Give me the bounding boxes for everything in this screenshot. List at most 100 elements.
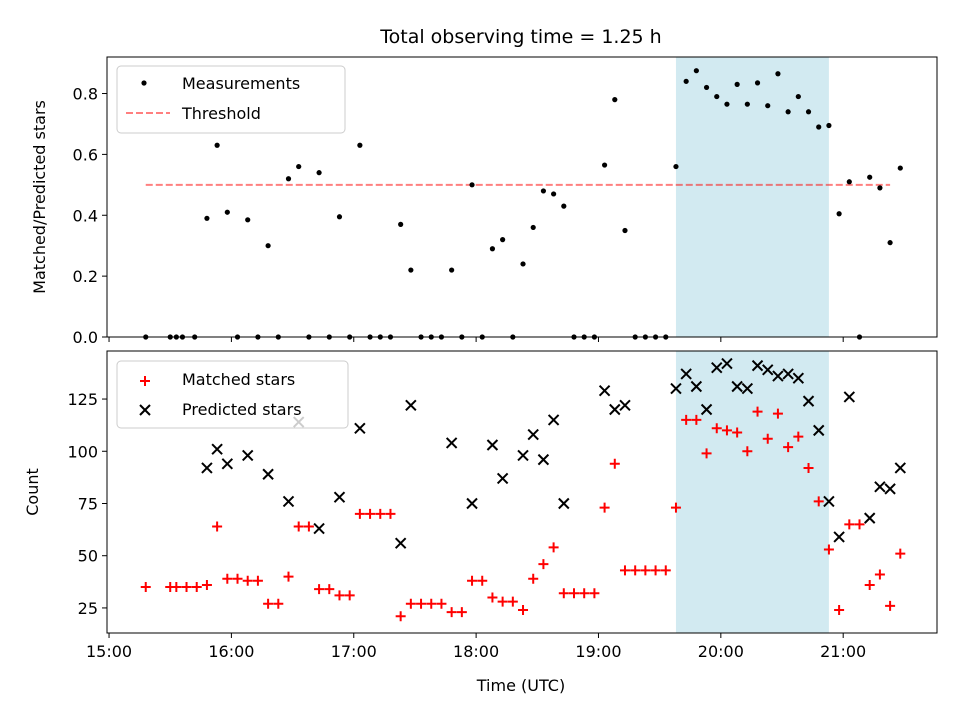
data-point (551, 191, 557, 197)
legend-matched-label: Matched stars (182, 370, 295, 389)
data-point (732, 427, 743, 438)
data-point (877, 185, 883, 191)
bottom-panel-frame (106, 350, 938, 634)
data-point (775, 71, 781, 77)
data-point (517, 449, 529, 462)
data-point (171, 582, 182, 593)
data-point (569, 588, 580, 599)
data-point (548, 542, 559, 553)
data-point (894, 462, 906, 474)
x-tick-label: 16:00 (208, 642, 254, 661)
data-point (805, 109, 812, 115)
data-point (854, 519, 865, 530)
top-panel-y-label: Matched/Predicted stars (30, 100, 49, 294)
data-point (680, 368, 692, 380)
y-tick-label: 50 (78, 547, 98, 566)
y-tick-label: 100 (67, 442, 98, 461)
data-point (874, 569, 885, 580)
data-point (436, 598, 447, 609)
data-point (714, 93, 720, 100)
data-point (449, 267, 455, 273)
data-point (864, 579, 875, 590)
top-panel-frame (106, 56, 938, 338)
data-point (895, 548, 906, 559)
data-point (467, 575, 478, 586)
data-point (693, 68, 699, 74)
data-point (212, 521, 223, 532)
x-tick-label: 15:00 (86, 642, 132, 661)
data-point (344, 590, 355, 601)
data-point (826, 122, 832, 129)
data-point (660, 565, 671, 576)
data-point (711, 423, 722, 434)
data-point (619, 565, 630, 576)
data-point (640, 565, 651, 576)
data-point (579, 588, 590, 599)
data-point (426, 598, 437, 609)
data-point (357, 142, 363, 148)
legend-measurements-label: Measurements (182, 74, 300, 93)
x-tick-label: 17:00 (331, 642, 377, 661)
y-tick-label: 0.2 (73, 267, 98, 286)
data-point (466, 497, 478, 510)
predicted-stars-series (201, 357, 906, 549)
data-point (744, 101, 750, 107)
data-point (285, 176, 292, 182)
data-point (333, 491, 346, 503)
data-point (670, 382, 682, 395)
data-point (416, 598, 427, 609)
data-point (813, 424, 825, 437)
data-point (222, 573, 233, 584)
data-point (630, 565, 641, 576)
data-point (834, 605, 845, 616)
data-point (263, 598, 274, 609)
data-point (816, 124, 822, 130)
data-point (283, 571, 294, 582)
data-point (201, 462, 213, 474)
data-point (754, 80, 761, 86)
data-point (314, 584, 325, 595)
data-point (518, 605, 529, 616)
data-point (405, 598, 416, 609)
data-point (721, 357, 733, 370)
data-point (487, 592, 498, 603)
data-point (561, 203, 567, 209)
x-tick-label: 21:00 (820, 642, 866, 661)
data-point (316, 170, 322, 176)
data-point (354, 508, 365, 519)
data-point (762, 433, 773, 444)
data-point (772, 370, 784, 382)
x-tick-label: 20:00 (698, 642, 744, 661)
data-point (836, 211, 842, 217)
data-point (846, 179, 852, 185)
data-point (711, 362, 723, 374)
data-point (398, 221, 404, 227)
data-point (783, 442, 794, 453)
data-point (772, 408, 783, 419)
data-point (201, 579, 212, 590)
bottom-panel-y-label: Count (23, 468, 42, 516)
data-point (793, 431, 804, 442)
data-point (782, 368, 794, 380)
data-point (795, 93, 801, 100)
y-tick-label: 0.0 (73, 328, 98, 347)
data-point (803, 462, 814, 473)
data-point (293, 521, 304, 532)
data-point (528, 573, 539, 584)
data-point (622, 227, 628, 234)
measurements-series (143, 68, 903, 340)
matched-stars-series (140, 406, 906, 622)
data-point (885, 600, 896, 611)
bottom-panel-x-axis: 15:00 16:00 17:00 18:00 19:00 20:00 21:00 (86, 633, 866, 661)
top-panel-legend: Measurements Threshold (116, 65, 346, 134)
data-point (558, 588, 569, 599)
data-point (365, 508, 376, 519)
data-point (245, 217, 251, 223)
data-point (700, 403, 713, 416)
data-point (691, 414, 702, 425)
data-point (673, 163, 679, 170)
data-point (232, 573, 243, 584)
legend-predicted-marker (139, 404, 151, 416)
data-point (204, 215, 210, 221)
